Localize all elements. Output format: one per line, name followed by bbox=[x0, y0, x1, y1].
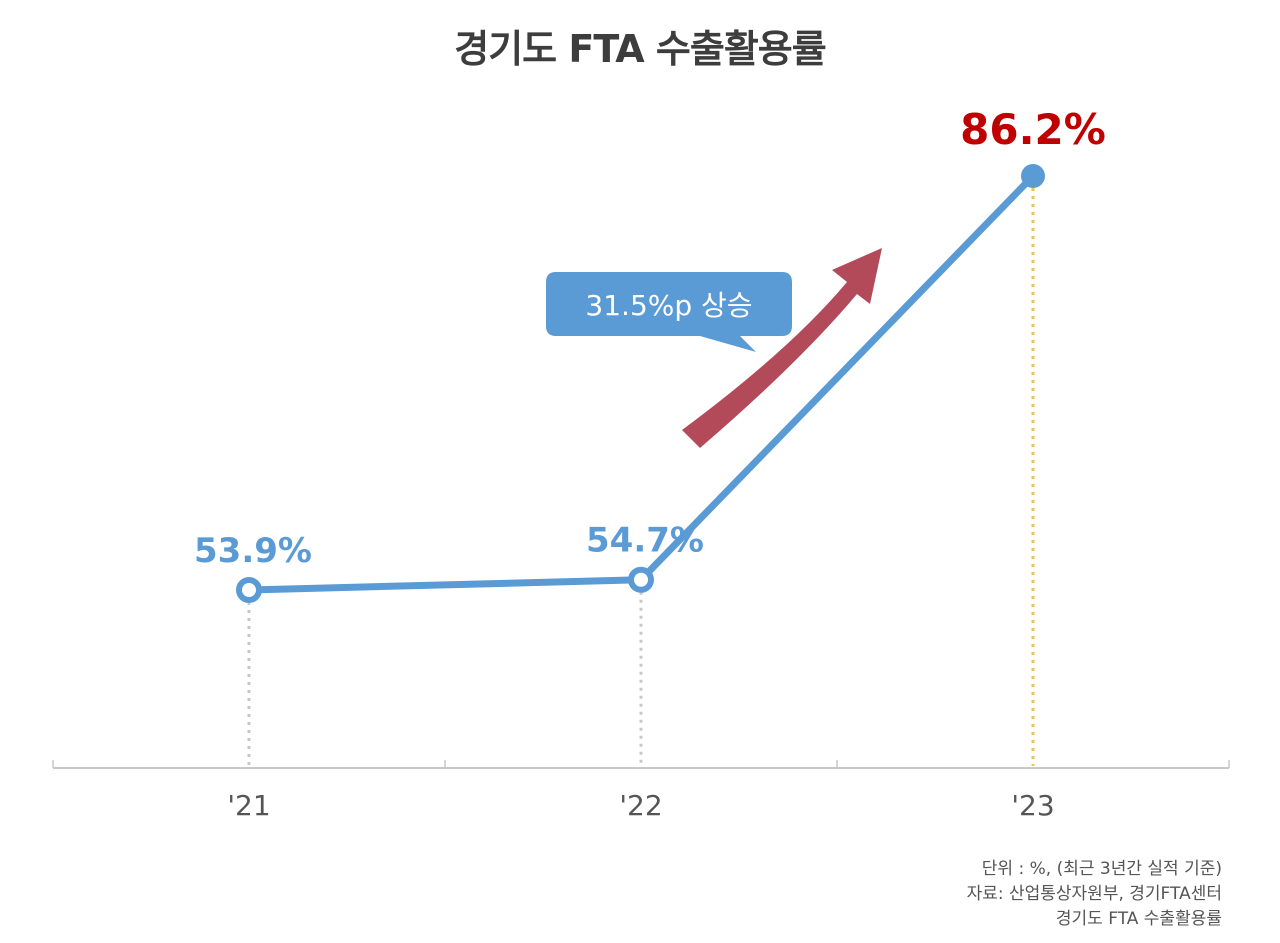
source-note: 자료: 산업통상자원부, 경기FTA센터 bbox=[966, 884, 1222, 904]
footnotes: 단위 : %, (최근 3년간 실적 기준) 자료: 산업통상자원부, 경기FT… bbox=[967, 857, 1222, 932]
callout-bubble bbox=[546, 272, 792, 352]
x-tick-label: '22 bbox=[619, 789, 662, 822]
x-tick-label: '23 bbox=[1011, 789, 1054, 822]
data-point bbox=[236, 577, 262, 603]
chart-name-note: 경기도 FTA 수출활용률 bbox=[1055, 909, 1222, 929]
data-label: 53.9% bbox=[194, 531, 312, 571]
chart-title: 경기도 FTA 수출활용률 bbox=[454, 27, 826, 71]
callout-text: 31.5%p 상승 bbox=[585, 289, 752, 322]
data-point-highlight bbox=[1021, 164, 1045, 188]
data-point bbox=[628, 566, 654, 593]
data-label: 54.7% bbox=[586, 521, 704, 561]
rising-arrow-icon bbox=[682, 248, 882, 448]
x-tick-label: '21 bbox=[227, 789, 270, 822]
data-label-highlight: 86.2% bbox=[960, 105, 1106, 154]
unit-note: 단위 : %, (최근 3년간 실적 기준) bbox=[981, 859, 1222, 879]
